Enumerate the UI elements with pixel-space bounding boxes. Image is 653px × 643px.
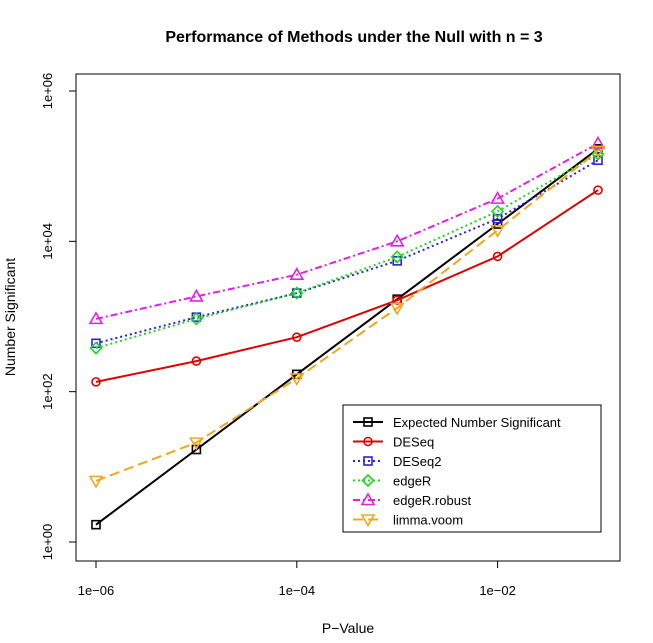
- data-point: [593, 185, 603, 195]
- legend-entry: Expected Number Significant: [353, 415, 561, 430]
- y-tick-label: 1e+06: [40, 73, 55, 110]
- data-point: [590, 145, 606, 159]
- data-point: [289, 267, 305, 280]
- y-tick-label: 1e+02: [40, 373, 55, 410]
- series-line: [95, 142, 599, 320]
- data-point: [290, 286, 304, 300]
- data-point: [189, 437, 204, 451]
- data-point: [291, 288, 302, 298]
- legend-label: DESeq: [393, 435, 434, 450]
- data-point: [191, 356, 202, 366]
- legend-entry: edgeR.robust: [353, 492, 471, 508]
- series-deseq: [91, 185, 603, 387]
- legend-marker: [360, 492, 376, 506]
- data-point: [189, 288, 204, 302]
- chart-title: Performance of Methods under the Null wi…: [165, 29, 542, 46]
- legend-entry: DESeq: [353, 435, 434, 450]
- legend-marker: [363, 417, 373, 427]
- x-axis-label: P−Value: [322, 620, 374, 636]
- legend-marker: [361, 473, 375, 488]
- y-tick-label: 1e+04: [40, 223, 55, 260]
- data-point: [591, 147, 605, 161]
- data-point: [289, 373, 305, 387]
- series-limma-voom: [88, 145, 606, 489]
- legend-label: edgeR.robust: [393, 493, 471, 508]
- data-point: [492, 219, 503, 229]
- data-point: [88, 475, 104, 489]
- axes: 1e−06 1e−04 1e−02 1e+00 1e+02 1e+04 1e+06: [40, 73, 516, 598]
- data-point: [91, 377, 101, 387]
- legend-label: DESeq2: [393, 454, 441, 469]
- data-point: [91, 519, 101, 530]
- data-point: [89, 341, 103, 355]
- y-tick-label: 1e+00: [40, 524, 55, 561]
- legend-label: limma.voom: [393, 513, 463, 528]
- legend-label: edgeR: [393, 474, 431, 489]
- plot-frame: [75, 73, 621, 562]
- data-point: [392, 256, 403, 266]
- data-point: [490, 225, 505, 238]
- series-edger: [89, 147, 605, 355]
- legend: Expected Number Significant DESeq DESeq2 ed…: [342, 404, 602, 533]
- data-point: [490, 191, 505, 204]
- data-point: [389, 233, 405, 247]
- data-point: [189, 312, 204, 326]
- legend-marker: [363, 436, 373, 447]
- x-tick-label: 1e−04: [279, 583, 316, 598]
- legend-label: Expected Number Significant: [393, 415, 561, 430]
- series-line: [95, 147, 599, 526]
- data-point: [291, 332, 302, 343]
- legend-entry: edgeR: [353, 474, 431, 489]
- series-layer: [88, 135, 606, 530]
- data-point: [389, 302, 405, 316]
- series-line: [95, 150, 599, 482]
- series-line: [95, 159, 599, 345]
- x-tick-label: 1e−02: [479, 583, 516, 598]
- y-axis-label: Number Significant: [2, 258, 18, 376]
- data-point: [492, 251, 503, 262]
- data-point: [191, 444, 202, 455]
- data-point: [88, 311, 104, 325]
- legend-marker: [360, 514, 376, 528]
- legend-entry: DESeq2: [353, 454, 441, 469]
- series-line: [95, 189, 599, 383]
- data-point: [492, 213, 503, 224]
- series-line: [95, 153, 599, 350]
- x-tick-label: 1e−06: [78, 583, 115, 598]
- legend-box: [342, 404, 602, 533]
- data-point: [390, 250, 404, 264]
- legend-marker: [363, 456, 373, 466]
- data-point: [590, 135, 606, 149]
- legend-entry: limma.voom: [353, 513, 463, 528]
- data-point: [490, 204, 505, 219]
- series-edger-robust: [88, 135, 606, 325]
